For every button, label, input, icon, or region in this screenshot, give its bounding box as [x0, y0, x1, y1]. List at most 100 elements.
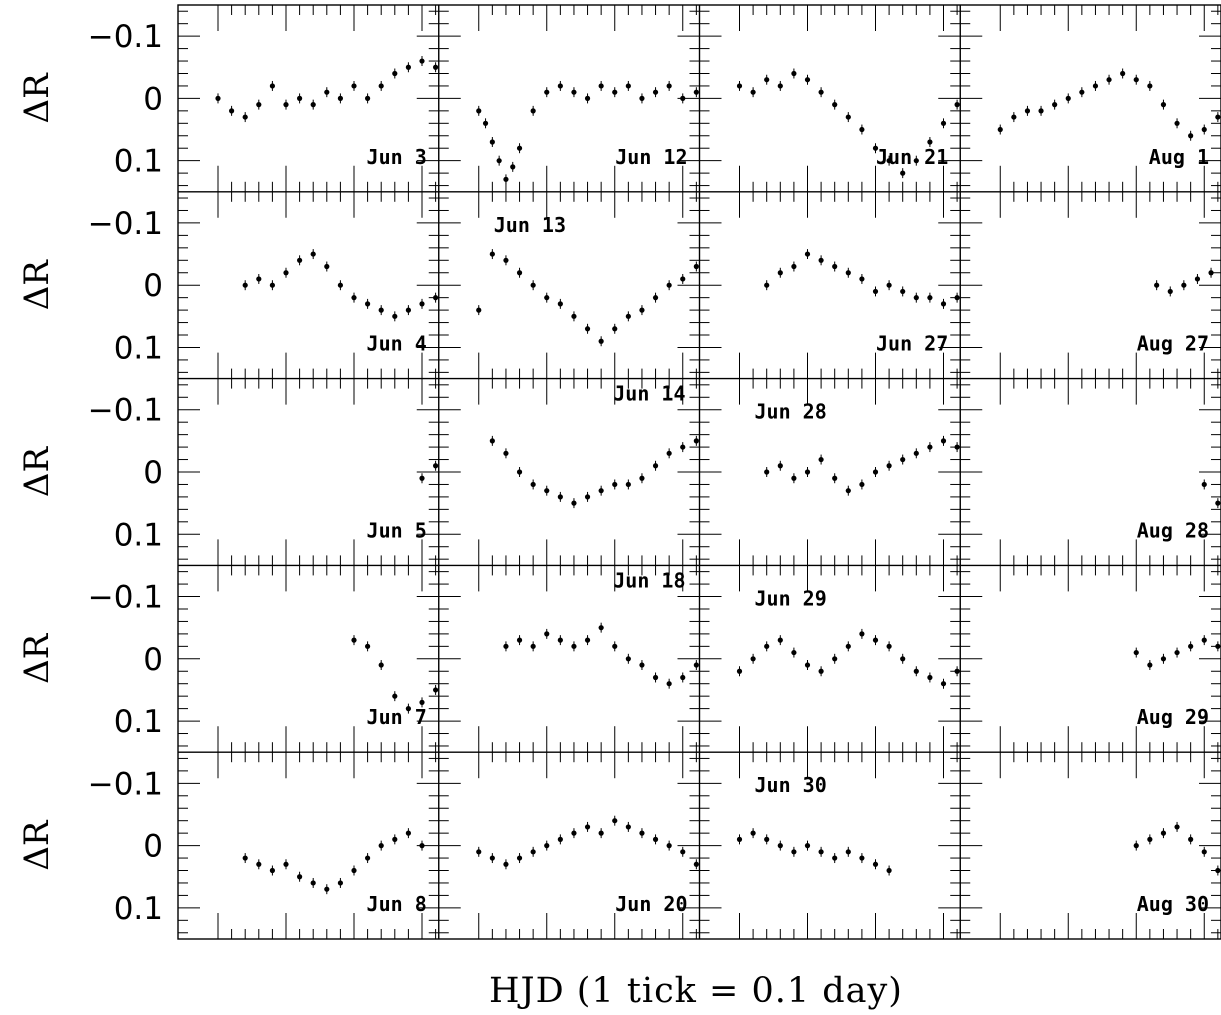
- data-point: [405, 830, 411, 836]
- data-point: [310, 251, 316, 257]
- data-point: [337, 95, 343, 101]
- panel-date-label: Jun 29: [755, 586, 827, 610]
- data-point: [832, 263, 838, 270]
- data-point: [510, 164, 516, 170]
- data-point: [503, 257, 509, 263]
- data-point: [1106, 77, 1112, 83]
- data-point: [693, 89, 699, 95]
- panel-date-label: Jun 8: [367, 892, 427, 916]
- data-point: [872, 861, 879, 867]
- y-axis-label: ΔR: [17, 259, 57, 311]
- data-point: [791, 649, 797, 656]
- data-point: [693, 263, 699, 270]
- panel-date-label: Aug 27: [1137, 332, 1209, 356]
- data-point: [392, 693, 398, 699]
- data-point: [516, 855, 523, 861]
- data-point: [324, 263, 330, 270]
- data-point: [927, 444, 933, 450]
- y-tick-label: 0.1: [114, 517, 163, 553]
- data-point: [297, 95, 303, 101]
- data-point: [310, 102, 316, 108]
- data-point: [666, 843, 672, 849]
- data-point: [365, 301, 371, 307]
- panel-date-label: Jun 12: [615, 145, 687, 169]
- data-point: [1201, 849, 1207, 855]
- y-tick-label: 0: [143, 455, 163, 491]
- data-point: [845, 849, 851, 855]
- data-point: [625, 481, 631, 488]
- data-point: [1215, 867, 1221, 874]
- data-point: [625, 83, 631, 89]
- data-point: [1181, 282, 1187, 288]
- panel: [997, 68, 1221, 141]
- data-point: [777, 463, 783, 469]
- data-point: [337, 282, 343, 288]
- data-point: [516, 145, 523, 151]
- data-point: [1065, 95, 1071, 101]
- data-point: [791, 70, 797, 77]
- panel: [242, 828, 425, 895]
- data-point: [378, 83, 384, 89]
- data-point: [310, 880, 316, 886]
- data-points: [215, 56, 1221, 895]
- data-point: [652, 463, 659, 469]
- data-point: [256, 276, 262, 282]
- data-point: [612, 89, 618, 95]
- y-tick-label: 0: [143, 642, 163, 678]
- data-point: [283, 102, 289, 108]
- panel-date-label: Jun 14: [613, 382, 685, 406]
- data-point: [913, 668, 919, 674]
- data-point: [680, 444, 686, 450]
- data-point: [859, 126, 865, 133]
- data-point: [405, 706, 411, 712]
- data-point: [625, 313, 631, 319]
- data-point: [693, 861, 699, 867]
- data-point: [1215, 500, 1221, 506]
- data-point: [1215, 643, 1221, 649]
- data-point: [571, 313, 577, 319]
- data-point: [652, 836, 659, 842]
- data-point: [680, 849, 686, 855]
- data-point: [680, 95, 686, 101]
- data-point: [269, 867, 275, 874]
- data-point: [680, 674, 686, 681]
- data-point: [859, 855, 865, 861]
- data-point: [571, 500, 577, 506]
- y-tick-label: 0: [143, 268, 163, 304]
- data-point: [516, 637, 523, 643]
- data-point: [764, 77, 770, 83]
- data-point: [544, 631, 550, 637]
- panel: [476, 249, 699, 347]
- data-point: [1201, 637, 1207, 643]
- panel: [1154, 267, 1214, 297]
- data-point: [818, 849, 824, 855]
- data-point: [1174, 120, 1180, 126]
- y-tick-label: −0.1: [88, 580, 163, 616]
- data-point: [1188, 643, 1194, 649]
- data-point: [530, 108, 536, 114]
- data-point: [544, 295, 550, 301]
- y-tick-label: −0.1: [88, 19, 163, 55]
- data-point: [913, 295, 919, 301]
- data-point: [1174, 649, 1180, 656]
- data-point: [242, 855, 248, 861]
- data-point: [1120, 70, 1126, 77]
- data-point: [324, 886, 330, 892]
- panel: [1133, 635, 1221, 671]
- data-point: [777, 83, 783, 89]
- data-point: [927, 295, 933, 301]
- data-point: [954, 102, 960, 108]
- data-point: [283, 270, 289, 276]
- data-point: [791, 263, 797, 270]
- data-point: [900, 288, 906, 295]
- data-point: [1133, 843, 1139, 849]
- data-point: [900, 456, 906, 463]
- data-point: [378, 843, 384, 849]
- data-point: [516, 469, 523, 475]
- y-axis-label: ΔR: [17, 632, 57, 684]
- data-point: [652, 295, 659, 301]
- data-point: [764, 836, 770, 842]
- data-point: [612, 326, 618, 332]
- data-point: [804, 662, 811, 668]
- data-point: [804, 251, 811, 257]
